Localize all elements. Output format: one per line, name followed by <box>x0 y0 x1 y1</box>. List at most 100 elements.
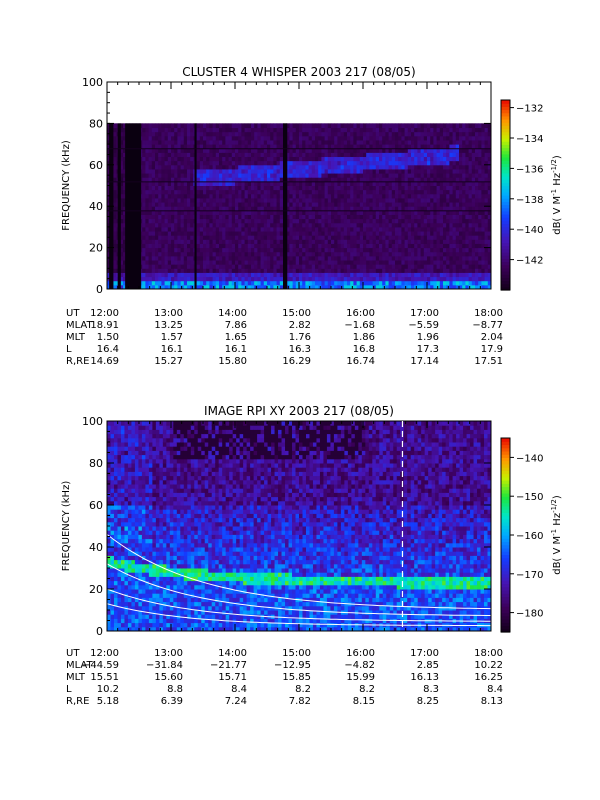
heatmap-cell <box>302 210 306 215</box>
heatmap-cell <box>471 272 476 278</box>
heatmap-cell <box>334 222 338 228</box>
heatmap-cell <box>219 197 223 203</box>
heatmap-cell <box>273 264 278 269</box>
heatmap-cell <box>372 255 377 261</box>
heatmap-cell <box>273 202 278 207</box>
heatmap-cell <box>263 173 268 178</box>
heatmap-cell <box>340 202 345 207</box>
heatmap-cell <box>183 276 188 282</box>
heatmap-cell <box>446 214 450 220</box>
heatmap-cell <box>439 276 444 282</box>
heatmap-cell <box>366 264 370 269</box>
heatmap-cell <box>177 264 182 269</box>
heatmap-cell <box>427 276 431 282</box>
heatmap-cell <box>449 152 454 158</box>
heatmap-cell <box>446 210 450 215</box>
heatmap-cell <box>183 235 188 240</box>
heatmap-cell <box>164 239 169 244</box>
heatmap-cell <box>279 160 284 166</box>
heatmap-cell <box>423 164 428 170</box>
heatmap-cell <box>244 222 249 228</box>
heatmap-cell <box>391 268 396 273</box>
heatmap-cell <box>231 251 236 257</box>
heatmap-cell <box>366 210 370 215</box>
heatmap-cell <box>321 135 326 141</box>
heatmap-cell <box>443 127 447 133</box>
heatmap-cell <box>279 148 284 153</box>
heatmap-cell <box>171 148 175 153</box>
heatmap-cell <box>222 231 226 236</box>
heatmap-cell <box>270 284 274 290</box>
heatmap-cell <box>433 210 438 215</box>
colorbar-segment <box>501 115 510 120</box>
heatmap-cell <box>286 260 290 265</box>
heatmap-cell <box>436 272 441 278</box>
heatmap-cell <box>391 164 396 170</box>
heatmap-cell <box>308 127 313 133</box>
heatmap-cell <box>401 193 406 199</box>
heatmap-cell <box>391 152 396 158</box>
heatmap-cell <box>238 168 242 174</box>
heatmap-cell <box>484 123 489 129</box>
heatmap-cell <box>487 173 492 178</box>
heatmap-cell <box>423 218 428 224</box>
heatmap-cell <box>356 284 361 290</box>
heatmap-cell <box>356 251 361 257</box>
heatmap-cell <box>318 181 322 186</box>
heatmap-cell <box>423 210 428 215</box>
heatmap-cell <box>145 131 150 137</box>
heatmap-cell <box>292 135 297 141</box>
heatmap-cell <box>455 131 460 137</box>
heatmap-cell <box>212 168 217 174</box>
heatmap-cell <box>481 189 486 195</box>
heatmap-cell <box>484 226 489 232</box>
heatmap-cell <box>225 247 230 253</box>
heatmap-cell <box>308 251 313 257</box>
heatmap-cell <box>340 247 345 253</box>
heatmap-cell <box>388 268 393 273</box>
heatmap-cell <box>292 139 297 145</box>
heatmap-cell <box>427 251 431 257</box>
heatmap-cell <box>478 181 482 186</box>
heatmap-cell <box>199 148 204 153</box>
heatmap-cell <box>468 177 473 182</box>
heatmap-cell <box>452 189 457 195</box>
heatmap-cell <box>433 164 438 170</box>
heatmap-cell <box>305 185 310 191</box>
heatmap-cell <box>199 206 204 211</box>
heatmap-cell <box>123 177 127 182</box>
heatmap-cell <box>452 206 457 211</box>
heatmap-cell <box>251 164 255 170</box>
heatmap-cell <box>180 243 185 249</box>
heatmap-cell <box>164 218 169 224</box>
heatmap-cell <box>273 144 278 149</box>
heatmap-cell <box>449 202 454 207</box>
heatmap-cell <box>366 197 370 203</box>
heatmap-cell <box>475 152 479 158</box>
heatmap-cell <box>279 144 284 149</box>
heatmap-cell <box>318 202 322 207</box>
heatmap-cell <box>209 193 214 199</box>
heatmap-cell <box>404 185 409 191</box>
heatmap-cell <box>388 226 393 232</box>
heatmap-cell <box>334 139 338 145</box>
heatmap-cell <box>359 210 364 215</box>
heatmap-cell <box>215 127 220 133</box>
heatmap-cell <box>107 144 111 149</box>
heatmap-cell <box>382 168 386 174</box>
heatmap-cell <box>337 247 342 253</box>
heatmap-cell <box>395 260 399 265</box>
heatmap-cell <box>350 210 354 215</box>
heatmap-cell <box>244 272 249 278</box>
heatmap-cell <box>241 135 246 141</box>
heatmap-cell <box>222 185 226 191</box>
heatmap-cell <box>455 206 460 211</box>
heatmap-cell <box>449 255 454 261</box>
heatmap-cell <box>420 168 425 174</box>
colorbar-segment <box>501 147 510 152</box>
heatmap-cell <box>478 123 482 129</box>
heatmap-cell <box>254 218 258 224</box>
heatmap-cell <box>379 156 383 162</box>
heatmap-cell <box>305 214 310 220</box>
heatmap-cell <box>465 214 470 220</box>
